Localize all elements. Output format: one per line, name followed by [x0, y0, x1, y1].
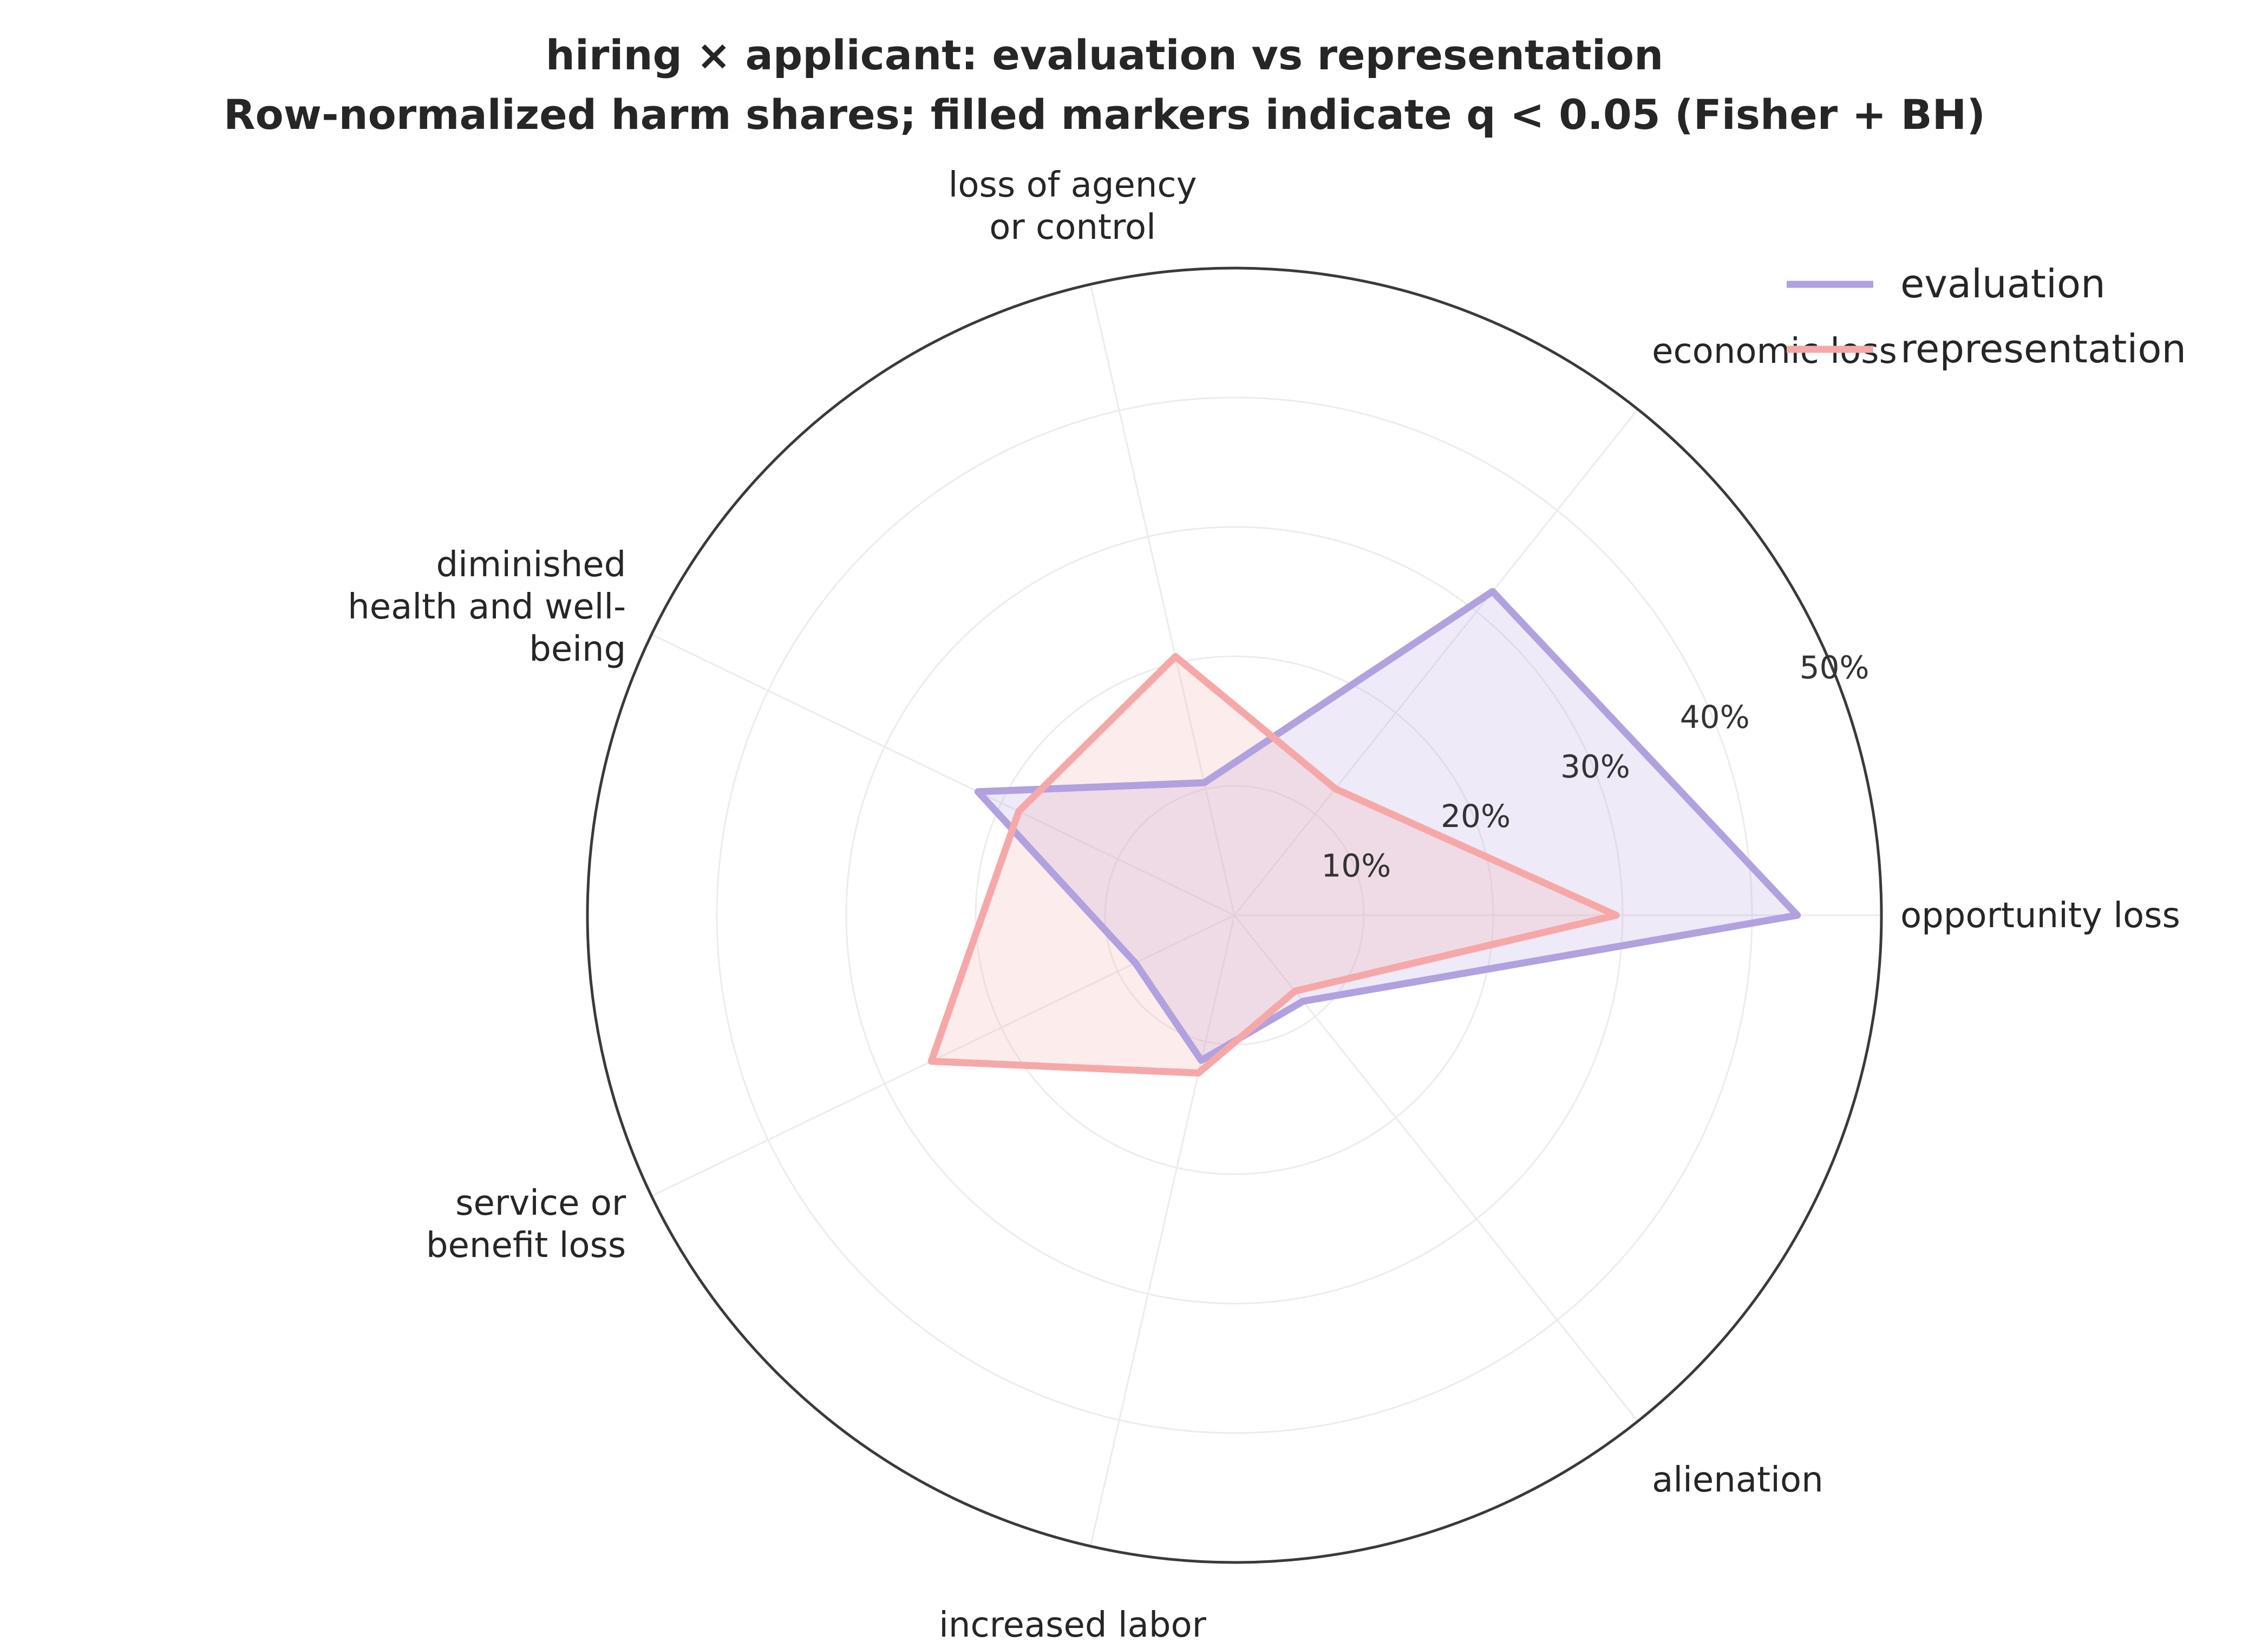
chart-title: hiring × applicant: evaluation vs repres… — [546, 31, 1663, 79]
axis-label-line: benefit loss — [426, 1226, 626, 1266]
legend: evaluation representation — [1787, 261, 2186, 372]
grid-layer — [586, 266, 1883, 1564]
legend-label-1: evaluation — [1900, 261, 2106, 307]
axis-label-line: loss of agency — [949, 165, 1197, 205]
grid-spoke-3 — [1089, 284, 1236, 916]
radial-tick-label-5: 50% — [1800, 649, 1870, 686]
axis-label-line: being — [529, 629, 626, 669]
axis-label-7: alienation — [1652, 1460, 1823, 1500]
outer-frame — [586, 266, 1883, 1564]
radial-tick-label-1: 10% — [1321, 848, 1391, 884]
grid-spoke-6 — [1089, 915, 1236, 1547]
series-layer — [927, 588, 1801, 1077]
tick-layer: 10% 20% 30% 40% 50% — [1321, 649, 1869, 884]
axis-label-line: alienation — [1652, 1460, 1823, 1500]
series-line-1 — [974, 588, 1801, 1064]
axis-label-1: opportunity loss — [1900, 896, 2180, 936]
chart-subtitle: Row-normalized harm shares; filled marke… — [224, 90, 1985, 139]
axis-label-line: opportunity loss — [1900, 896, 2180, 936]
axis-label-6: increased labor — [939, 1605, 1207, 1645]
series-area-1 — [978, 591, 1798, 1060]
radial-tick-label-2: 20% — [1441, 798, 1511, 835]
legend-label-2: representation — [1900, 326, 2186, 372]
grid-spoke-2 — [1233, 408, 1639, 916]
series-line-2 — [927, 653, 1620, 1077]
axis-label-line: health and well- — [348, 587, 626, 627]
axis-label-line: increased labor — [939, 1605, 1207, 1645]
axis-label-line: or control — [989, 207, 1156, 247]
series-area-2 — [931, 656, 1617, 1073]
radial-tick-label-3: 30% — [1560, 748, 1630, 785]
axis-label-line: diminished — [436, 545, 626, 585]
grid-spoke-4 — [651, 634, 1235, 916]
radial-tick-label-4: 40% — [1680, 699, 1750, 735]
axis-label-line: service or — [455, 1183, 626, 1223]
